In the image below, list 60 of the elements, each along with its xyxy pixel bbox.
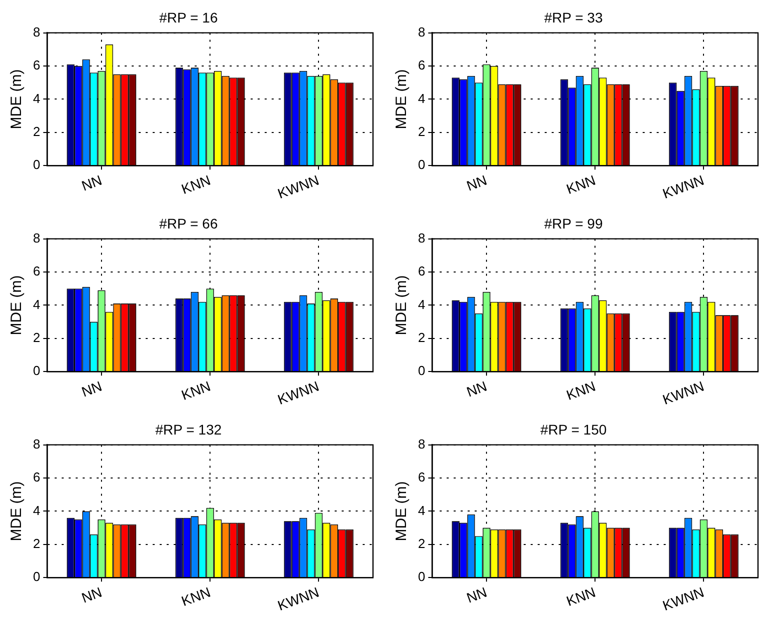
- y-tick-label: 8: [418, 230, 426, 246]
- y-tick-label: 8: [32, 230, 40, 246]
- chart-title: #RP = 150: [540, 421, 607, 438]
- y-axis-title: MDE (m): [393, 275, 410, 336]
- x-tick-label: KWNN: [660, 584, 706, 614]
- x-tick-label: KWNN: [660, 378, 706, 408]
- y-tick-label: 0: [418, 157, 426, 172]
- y-tick-label: 6: [32, 58, 40, 73]
- x-tick-label: KNN: [179, 378, 212, 404]
- y-tick-label: 6: [418, 264, 426, 279]
- chart-title: #RP = 99: [544, 215, 603, 232]
- y-tick-label: 4: [32, 90, 40, 106]
- x-tick-label: NN: [79, 172, 104, 194]
- x-tick-label: NN: [464, 172, 489, 194]
- y-axis-title: MDE (m): [393, 481, 410, 542]
- x-tick-label: KWNN: [275, 172, 322, 202]
- x-tick-label: KNN: [179, 584, 212, 610]
- y-tick-label: 0: [418, 363, 426, 378]
- x-tick-label: NN: [79, 584, 104, 606]
- y-tick-label: 2: [32, 330, 40, 345]
- y-tick-label: 0: [32, 157, 40, 172]
- y-axis-title: MDE (m): [8, 69, 26, 130]
- y-axis-title: MDE (m): [8, 275, 26, 336]
- x-tick-label: KWNN: [275, 378, 322, 408]
- y-tick-label: 6: [418, 470, 426, 485]
- y-tick-label: 6: [32, 470, 40, 485]
- y-tick-label: 0: [32, 569, 40, 584]
- x-tick-label: KNN: [564, 378, 598, 404]
- y-tick-label: 8: [32, 436, 40, 452]
- y-tick-label: 2: [418, 124, 426, 139]
- y-axis-title: MDE (m): [393, 69, 410, 130]
- y-tick-label: 8: [418, 24, 426, 40]
- chart-title: #RP = 33: [544, 9, 603, 26]
- x-tick-label: KNN: [564, 584, 598, 610]
- y-axis-title: MDE (m): [8, 481, 26, 542]
- y-tick-label: 0: [418, 569, 426, 584]
- y-tick-label: 8: [418, 436, 426, 452]
- y-tick-label: 4: [32, 502, 40, 518]
- y-tick-label: 6: [32, 264, 40, 279]
- chart-title: #RP = 66: [159, 215, 218, 232]
- x-tick-label: KWNN: [275, 584, 322, 614]
- y-tick-label: 4: [32, 296, 40, 312]
- y-tick-label: 2: [32, 536, 40, 551]
- y-tick-label: 0: [32, 363, 40, 378]
- y-tick-label: 2: [418, 330, 426, 345]
- y-tick-label: 4: [418, 90, 426, 106]
- y-tick-label: 2: [418, 536, 426, 551]
- y-tick-label: 6: [418, 58, 426, 73]
- y-tick-label: 4: [418, 502, 426, 518]
- x-tick-label: NN: [464, 584, 489, 606]
- x-tick-label: KWNN: [660, 172, 706, 202]
- chart-title: #RP = 132: [155, 421, 222, 438]
- chart-title: #RP = 16: [159, 9, 218, 26]
- y-tick-label: 4: [418, 296, 426, 312]
- y-tick-label: 2: [32, 124, 40, 139]
- x-tick-label: NN: [79, 378, 104, 400]
- x-tick-label: NN: [464, 378, 489, 400]
- x-tick-label: KNN: [564, 172, 598, 198]
- x-tick-label: KNN: [179, 172, 212, 198]
- y-tick-label: 8: [32, 24, 40, 40]
